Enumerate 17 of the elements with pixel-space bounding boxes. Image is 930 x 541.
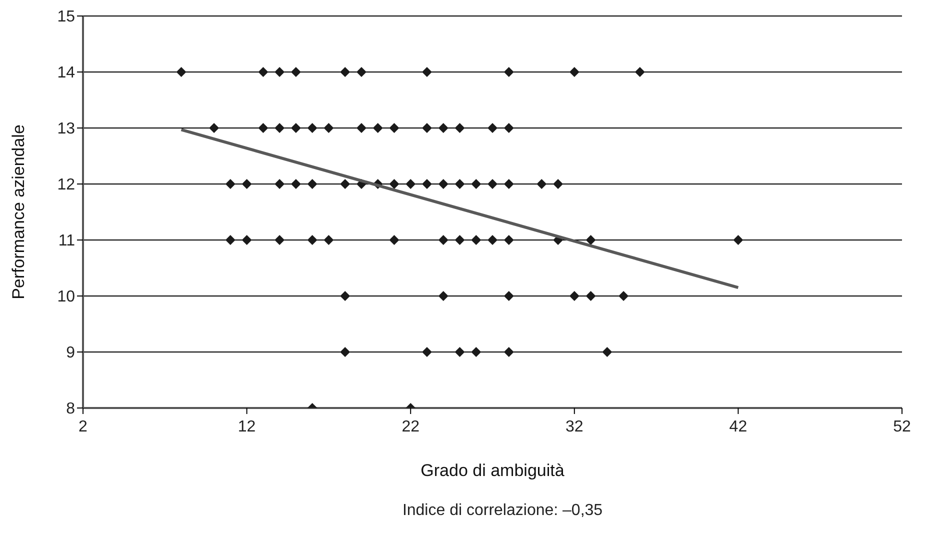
y-tick-label: 15 [57, 8, 76, 26]
x-tick-label: 52 [893, 418, 911, 436]
x-tick-label: 32 [566, 418, 584, 436]
y-tick-label: 14 [57, 64, 76, 82]
x-tick-label: 2 [78, 418, 88, 436]
y-tick-label: 8 [66, 400, 76, 418]
y-tick-label: 13 [57, 120, 76, 138]
text: Indice di correlazione: –0,35 [401, 502, 604, 520]
x-tick-label: 12 [238, 418, 256, 436]
x-axis-title: Grado di ambiguità [420, 461, 565, 480]
x-tick-label: 22 [402, 418, 420, 436]
y-tick-label: 11 [58, 232, 76, 250]
y-tick-label: 10 [57, 288, 76, 306]
y-tick-label: 12 [57, 176, 76, 194]
y-tick-label: 9 [66, 344, 76, 362]
y-axis-title: Performance aziendale [9, 124, 28, 300]
x-tick-label: 42 [729, 418, 748, 436]
